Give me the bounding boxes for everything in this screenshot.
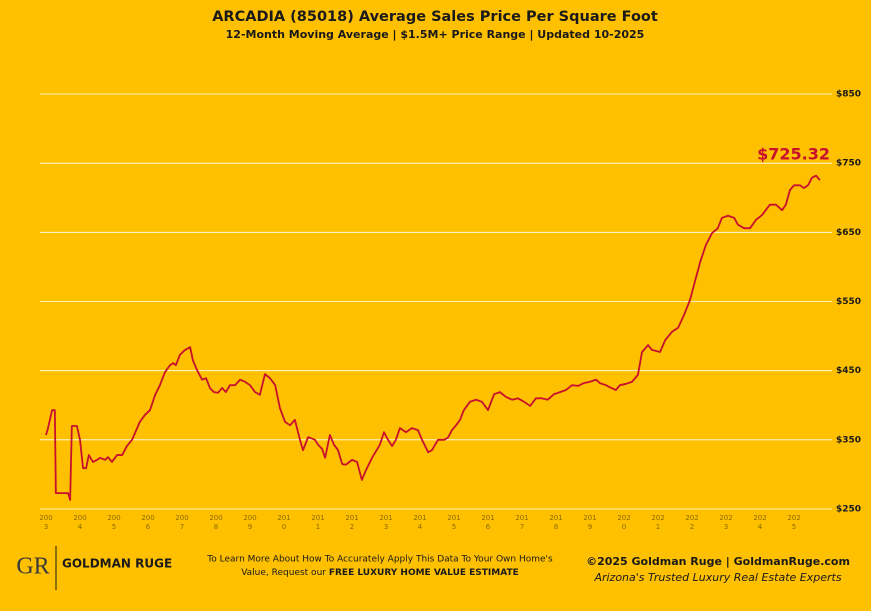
x-tick-label: 1 <box>656 523 660 531</box>
x-tick-label: 202 <box>787 514 800 522</box>
x-tick-label: 9 <box>248 523 252 531</box>
x-tick-label: 202 <box>617 514 630 522</box>
footer-tagline: Arizona's Trusted Luxury Real Estate Exp… <box>593 571 841 584</box>
x-tick-label: 201 <box>447 514 460 522</box>
x-tick-label: 202 <box>753 514 766 522</box>
x-tick-label: 200 <box>141 514 154 522</box>
x-tick-label: 200 <box>39 514 52 522</box>
y-tick-label: $350 <box>836 435 861 445</box>
x-tick-label: 9 <box>588 523 592 531</box>
x-tick-label: 200 <box>243 514 256 522</box>
x-tick-label: 7 <box>520 523 524 531</box>
y-tick-label: $750 <box>836 159 861 169</box>
end-value-label: $725.32 <box>757 145 830 164</box>
x-tick-label: 4 <box>758 523 763 531</box>
footer: GR GOLDMAN RUGE To Learn More About How … <box>16 546 850 590</box>
x-tick-label: 8 <box>214 523 218 531</box>
x-tick-label: 7 <box>180 523 184 531</box>
y-tick-label: $450 <box>836 366 861 376</box>
y-tick-label: $550 <box>836 297 861 307</box>
x-tick-label: 201 <box>515 514 528 522</box>
x-tick-label: 3 <box>44 523 48 531</box>
x-tick-label: 6 <box>146 523 151 531</box>
footer-credit: ©2025 Goldman Ruge | GoldmanRuge.com <box>586 555 850 568</box>
footer-note: Value, Request our FREE LUXURY HOME VALU… <box>241 568 519 578</box>
x-tick-label: 201 <box>481 514 494 522</box>
x-tick-label: 5 <box>112 523 116 531</box>
footer-note-text: Value, Request our <box>241 568 329 578</box>
x-tick-label: 201 <box>345 514 358 522</box>
price-line <box>45 174 821 501</box>
plot-area: $250$350$450$550$650$750$850200320042005… <box>39 90 861 532</box>
x-tick-label: 201 <box>549 514 562 522</box>
x-tick-label: 2 <box>350 523 354 531</box>
chart-title: ARCADIA (85018) Average Sales Price Per … <box>212 9 658 25</box>
y-tick-label: $650 <box>836 228 861 238</box>
brand: GOLDMAN RUGE <box>62 557 172 571</box>
x-tick-label: 3 <box>384 523 388 531</box>
x-tick-label: 200 <box>175 514 188 522</box>
footer-note: To Learn More About How To Accurately Ap… <box>206 555 553 565</box>
x-tick-label: 201 <box>311 514 324 522</box>
x-tick-label: 202 <box>719 514 732 522</box>
x-tick-label: 200 <box>73 514 86 522</box>
x-tick-label: 5 <box>792 523 796 531</box>
x-tick-label: 0 <box>282 523 286 531</box>
x-tick-label: 201 <box>379 514 392 522</box>
x-tick-label: 200 <box>209 514 222 522</box>
logo-mark: GR <box>16 554 49 580</box>
x-tick-label: 201 <box>413 514 426 522</box>
x-tick-label: 6 <box>486 523 491 531</box>
x-tick-label: 4 <box>78 523 83 531</box>
chart-subtitle: 12-Month Moving Average | $1.5M+ Price R… <box>226 28 645 41</box>
x-tick-label: 2 <box>690 523 694 531</box>
x-tick-label: 3 <box>724 523 728 531</box>
x-tick: 2025 <box>787 514 800 531</box>
y-tick-label: $850 <box>836 90 861 100</box>
x-tick-label: 1 <box>316 523 320 531</box>
footer-cta[interactable]: FREE LUXURY HOME VALUE ESTIMATE <box>329 568 519 578</box>
x-tick-label: 201 <box>277 514 290 522</box>
x-tick-label: 200 <box>107 514 120 522</box>
y-tick-label: $250 <box>836 505 861 515</box>
x-tick-label: 8 <box>554 523 558 531</box>
x-tick-label: 5 <box>452 523 456 531</box>
x-tick-label: 202 <box>651 514 664 522</box>
x-tick-label: 4 <box>418 523 423 531</box>
x-tick-label: 202 <box>685 514 698 522</box>
x-tick-label: 201 <box>583 514 596 522</box>
x-tick-label: 0 <box>622 523 626 531</box>
